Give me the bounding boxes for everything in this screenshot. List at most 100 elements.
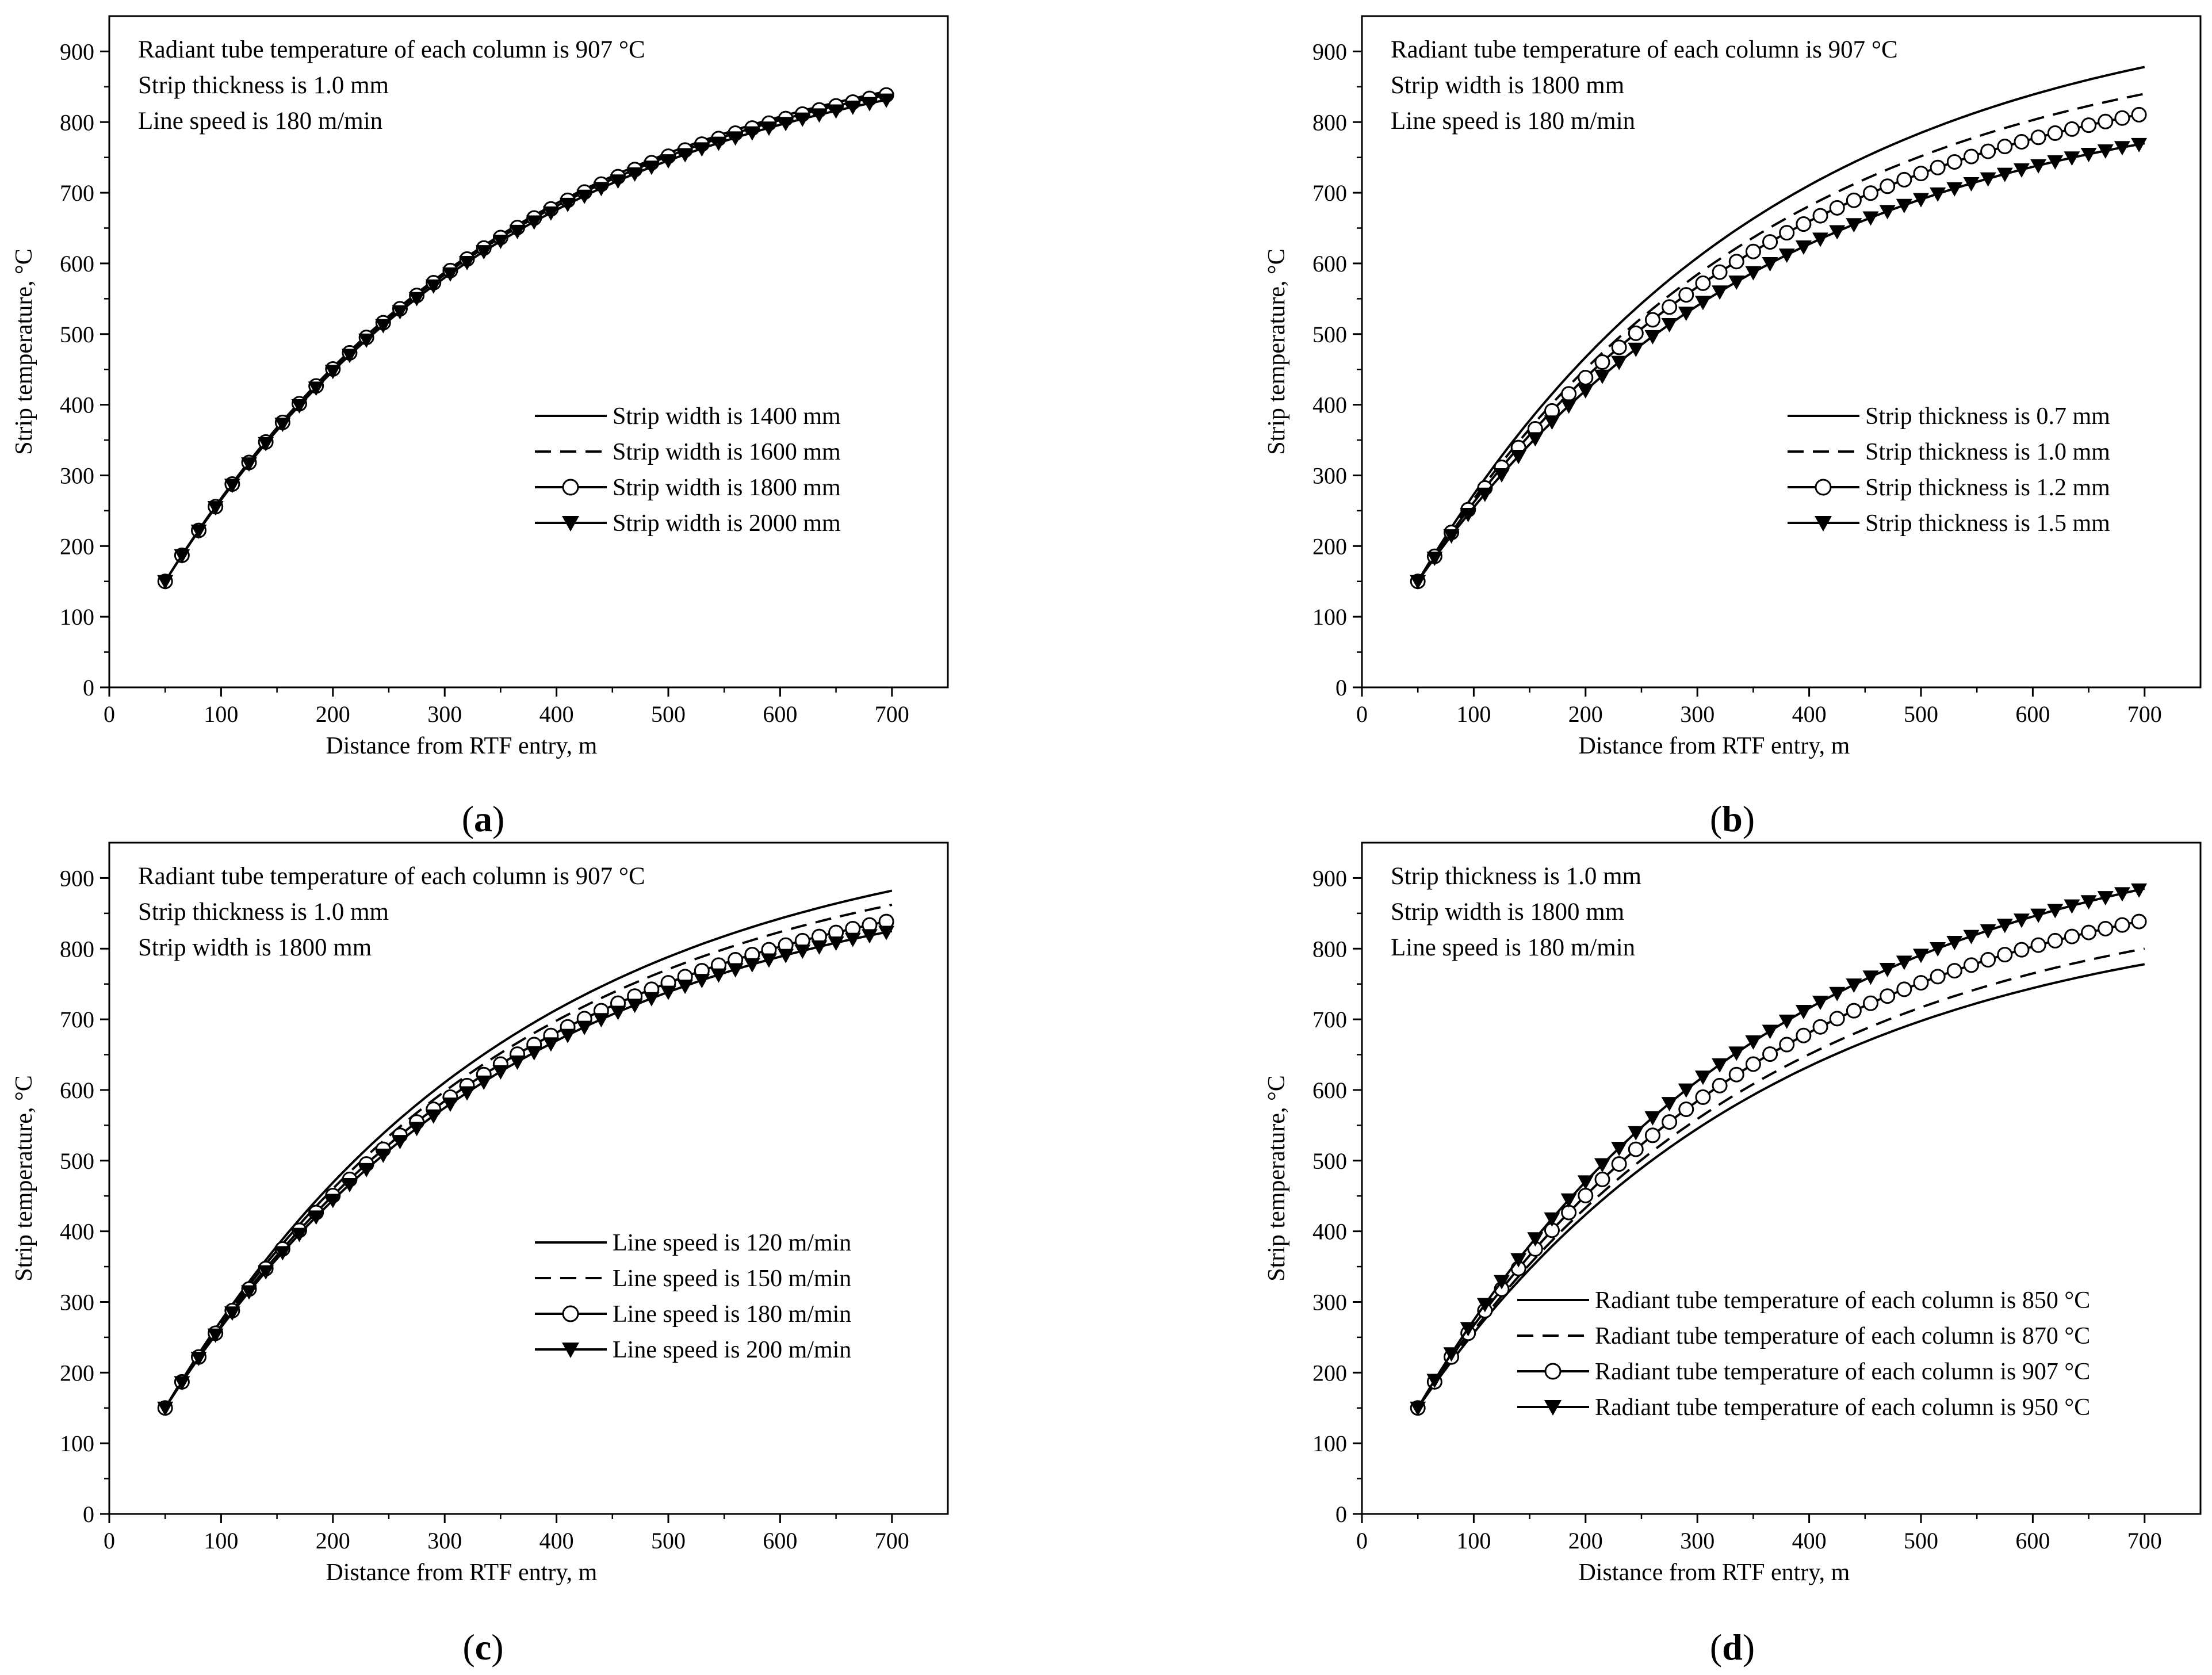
series-line: [1417, 93, 2145, 582]
x-tick-label: 400: [1792, 1528, 1827, 1554]
data-point-triangle: [274, 418, 291, 433]
series-4: [1410, 883, 2148, 1416]
data-point-triangle: [626, 167, 643, 182]
data-point-triangle: [1694, 1070, 1711, 1085]
annotation-text: Strip thickness is 1.0 mm: [138, 898, 389, 926]
data-point-triangle: [1611, 355, 1628, 370]
annotation-text: Radiant tube temperature of each column …: [138, 863, 645, 890]
legend-item: Radiant tube temperature of each column …: [1517, 1323, 2090, 1349]
data-point-circle: [1963, 148, 1979, 165]
data-point-circle: [2131, 913, 2147, 930]
y-tick-label: 700: [1312, 180, 1347, 206]
legend-item: Strip width is 1600 mm: [535, 439, 841, 465]
x-tick-label: 500: [651, 701, 686, 727]
x-tick-label: 100: [1456, 701, 1491, 727]
x-tick-label: 400: [539, 1528, 574, 1554]
plot-frame: [1361, 15, 2202, 689]
data-point-circle: [1745, 1056, 1761, 1072]
legend-label: Strip width is 1600 mm: [613, 439, 841, 465]
series-1: [1417, 963, 2145, 1409]
data-point-triangle: [207, 501, 224, 516]
data-point-triangle: [560, 197, 576, 212]
data-point-triangle: [1494, 468, 1510, 483]
legend-label: Radiant tube temperature of each column …: [1595, 1394, 2090, 1421]
data-point-circle: [2047, 932, 2063, 949]
data-point-triangle: [1544, 1212, 1560, 1227]
series-line: [1417, 66, 2145, 582]
data-point-triangle: [794, 112, 811, 127]
data-point-triangle: [392, 305, 408, 320]
data-point-circle: [1812, 208, 1828, 224]
data-point-triangle: [828, 104, 844, 119]
data-point-triangle: [190, 524, 207, 539]
legend-label: Line speed is 150 m/min: [613, 1265, 851, 1292]
data-point-circle: [2064, 121, 2080, 137]
legend-item: Line speed is 150 m/min: [535, 1265, 851, 1292]
legend-label: Radiant tube temperature of each column …: [1595, 1359, 2090, 1385]
data-point-triangle: [526, 1046, 542, 1061]
data-point-triangle: [1930, 942, 1946, 957]
data-point-triangle: [1946, 182, 1963, 197]
series-2: [164, 90, 893, 582]
data-point-triangle: [861, 97, 878, 112]
data-point-triangle: [593, 182, 610, 197]
data-point-triangle: [476, 1075, 492, 1090]
data-point-triangle: [442, 1097, 458, 1112]
data-point-triangle: [1678, 1083, 1694, 1098]
series-line: [164, 919, 893, 1409]
x-tick-label: 500: [1904, 701, 1938, 727]
data-point-triangle: [1728, 276, 1745, 290]
data-point-triangle: [1728, 1046, 1745, 1061]
data-point-triangle: [492, 1065, 509, 1080]
series-line: [164, 889, 893, 1409]
y-tick-label: 700: [1312, 1007, 1347, 1032]
y-tick-label: 200: [1312, 533, 1347, 559]
data-point-circle: [1728, 254, 1744, 270]
data-point-triangle: [1510, 449, 1527, 464]
data-point-triangle: [274, 1246, 291, 1261]
data-point-circle: [1628, 1141, 1644, 1157]
y-tick-label: 600: [60, 251, 94, 277]
x-tick-label: 700: [875, 1528, 909, 1554]
data-point-triangle: [2013, 913, 2030, 928]
legend-item: Line speed is 200 m/min: [535, 1337, 851, 1363]
data-point-triangle: [258, 437, 274, 452]
legend-label: Line speed is 180 m/min: [613, 1301, 851, 1328]
x-tick-label: 600: [2015, 701, 2050, 727]
legend-item: Strip thickness is 0.7 mm: [1788, 403, 2110, 430]
y-tick-label: 700: [60, 180, 94, 206]
data-point-triangle: [1410, 1401, 1426, 1416]
data-point-triangle: [1795, 240, 1812, 255]
x-tick-label: 200: [1568, 701, 1603, 727]
data-point-triangle: [1661, 1097, 1678, 1112]
data-point-triangle: [375, 319, 392, 334]
y-tick-label: 400: [1312, 392, 1347, 418]
x-tick-label: 0: [104, 1528, 115, 1554]
data-point-circle: [2081, 117, 2097, 133]
y-tick-label: 800: [60, 936, 94, 962]
data-point-circle: [1913, 975, 1929, 991]
y-tick-label: 400: [1312, 1219, 1347, 1245]
data-point-circle: [1980, 143, 1996, 159]
data-point-triangle: [425, 1109, 442, 1124]
data-point-triangle: [291, 399, 308, 414]
data-point-circle: [2014, 942, 2030, 958]
y-tick-label: 500: [1312, 1148, 1347, 1174]
data-point-circle: [2098, 920, 2114, 936]
annotation-text: Strip width is 1800 mm: [1391, 72, 1624, 99]
y-tick-label: 800: [1312, 109, 1347, 135]
data-point-triangle: [2080, 147, 2097, 162]
data-point-triangle: [1611, 1141, 1628, 1156]
y-tick-label: 100: [1312, 604, 1347, 630]
data-point-triangle: [1996, 919, 2013, 934]
data-point-triangle: [1628, 342, 1644, 357]
data-point-triangle: [1762, 1024, 1778, 1039]
data-point-circle: [2047, 125, 2063, 141]
y-tick-label: 100: [1312, 1431, 1347, 1456]
y-tick-label: 500: [60, 322, 94, 347]
data-point-triangle: [610, 1005, 626, 1020]
legend-item: Strip thickness is 1.0 mm: [1788, 439, 2110, 465]
data-point-triangle: [778, 117, 794, 132]
data-point-triangle: [710, 968, 727, 983]
legend-marker-circle: [562, 1305, 579, 1322]
